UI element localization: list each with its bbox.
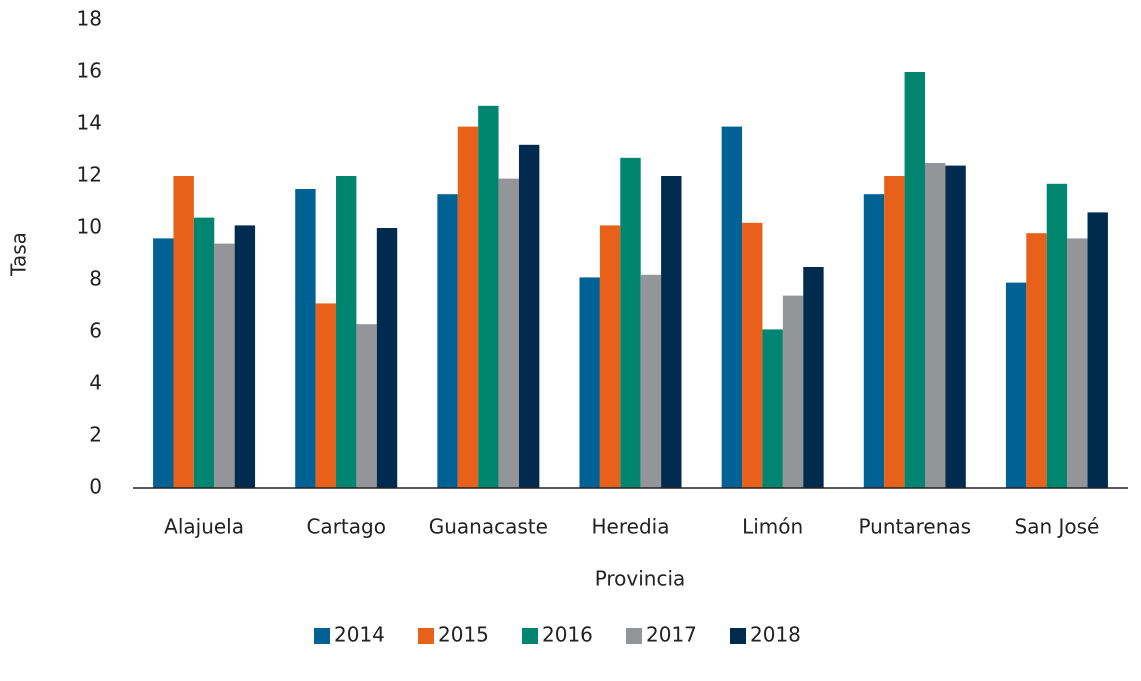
bar (376, 228, 398, 488)
bar (640, 274, 662, 488)
legend-label: 2017 (646, 623, 697, 647)
y-tick-label: 0 (89, 475, 102, 499)
bar (782, 295, 804, 488)
legend-swatch (418, 628, 434, 644)
bar (336, 176, 357, 488)
bar (437, 194, 458, 488)
bar (1005, 282, 1027, 488)
bar (214, 243, 235, 488)
bar (1087, 212, 1108, 488)
legend-swatch (522, 628, 538, 644)
bar (498, 178, 519, 488)
y-tick-label: 6 (89, 319, 102, 343)
legend-label: 2015 (438, 623, 489, 647)
bar (1046, 183, 1068, 489)
y-tick-label: 18 (77, 7, 102, 31)
legend-swatch (730, 628, 746, 644)
legend-label: 2014 (334, 623, 385, 647)
bar (945, 165, 966, 488)
x-tick-label: Heredia (592, 515, 670, 539)
y-tick-label: 12 (77, 163, 102, 187)
bar (234, 225, 256, 488)
bar (1067, 238, 1088, 488)
bar (742, 222, 763, 489)
legend-swatch (314, 628, 330, 644)
y-tick-label: 10 (77, 215, 102, 239)
y-tick-label: 16 (77, 59, 102, 83)
bar (295, 189, 316, 488)
bar (579, 277, 600, 488)
y-tick-label: 8 (89, 267, 102, 291)
bar (721, 126, 743, 488)
bar (193, 217, 215, 488)
bar (863, 194, 885, 488)
bar (884, 176, 905, 488)
bar (924, 163, 946, 488)
x-tick-label: Cartago (306, 515, 385, 539)
x-tick-label: San José (1015, 515, 1100, 539)
bar (315, 303, 337, 488)
legend-label: 2018 (750, 623, 801, 647)
x-axis-label: Provincia (595, 567, 686, 591)
y-axis-label: Tasa (7, 232, 31, 277)
bar (762, 329, 783, 488)
bar (518, 144, 540, 489)
x-tick-label: Puntarenas (858, 515, 971, 539)
x-tick-label: Guanacaste (429, 515, 548, 539)
bar (153, 238, 174, 488)
bar (1026, 233, 1047, 488)
legend-label: 2016 (542, 623, 593, 647)
bar (803, 267, 824, 488)
x-tick-label: Alajuela (164, 515, 244, 539)
y-tick-label: 14 (77, 111, 102, 135)
bar (661, 176, 682, 488)
legend-swatch (626, 628, 642, 644)
bar (173, 176, 194, 488)
bar (356, 324, 377, 488)
bar (620, 157, 641, 489)
bar (457, 126, 479, 488)
x-tick-label: Limón (742, 515, 803, 539)
bar (904, 72, 925, 488)
y-tick-label: 2 (89, 423, 102, 447)
bar (599, 225, 621, 488)
bar (478, 105, 499, 489)
y-tick-label: 4 (89, 371, 102, 395)
